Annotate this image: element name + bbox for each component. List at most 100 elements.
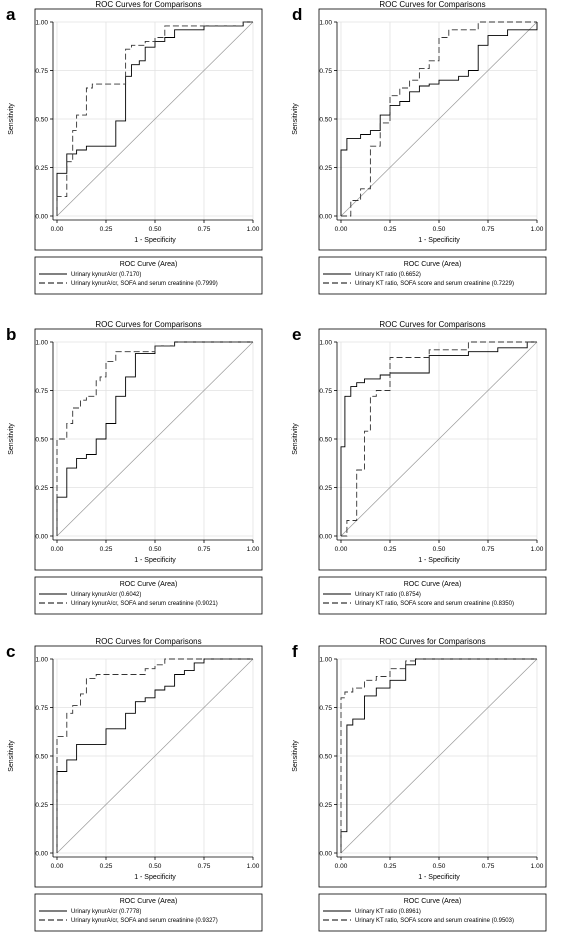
y-tick-label: 0.00	[35, 213, 48, 220]
y-axis-label: Sensitivity	[8, 103, 15, 135]
legend-box	[34, 576, 263, 615]
x-axis-label: 1 - Specificity	[134, 557, 176, 564]
y-tick-label: 0.00	[319, 213, 332, 220]
panel-label: c	[6, 642, 15, 661]
chart-title: ROC Curves for Comparisons	[95, 320, 201, 329]
legend-series-name: Urinary kynurA/cr	[71, 909, 117, 915]
roc-curve-series-1	[56, 21, 253, 216]
x-tick-label: 0.75	[482, 863, 495, 870]
x-tick-label: 1.00	[247, 226, 260, 233]
y-tick-label: 0.75	[35, 388, 48, 395]
y-tick-label: 0.50	[319, 436, 332, 443]
legend-entry: Urinary KT ratio (0.8961)	[355, 909, 421, 915]
legend-series-area: (0.6042)	[119, 592, 141, 598]
reference-line	[56, 341, 254, 537]
legend-title: ROC Curve (Area)	[120, 581, 178, 588]
reference-line	[340, 658, 538, 854]
legend-entry: Urinary KT ratio, SOFA score and serum c…	[355, 918, 514, 924]
legend-series-area: (0.7229)	[492, 281, 514, 287]
legend-box	[34, 893, 263, 932]
panel-b: b ROC Curves for Comparisons 0.00 0.25 0.50 0…	[6, 320, 263, 615]
legend-series-name: Urinary KT ratio, SOFA score and serum c…	[355, 281, 491, 287]
x-tick-label: 0.75	[482, 546, 495, 553]
roc-curve-series-2	[341, 21, 537, 217]
y-axis-label: Sensitivity	[292, 740, 299, 772]
y-tick-label: 0.00	[35, 533, 48, 540]
chart-title: ROC Curves for Comparisons	[379, 637, 485, 646]
y-axis-label: Sensitivity	[8, 423, 15, 455]
legend-series-area: (0.6652)	[399, 272, 421, 278]
legend-series-area: (0.9021)	[195, 601, 217, 607]
legend-series-area: (0.7778)	[119, 909, 141, 915]
chart-title: ROC Curves for Comparisons	[379, 0, 485, 9]
x-tick-label: 0.75	[482, 226, 495, 233]
legend-box	[318, 256, 547, 295]
legend-series-name: Urinary KT ratio	[355, 272, 398, 278]
y-tick-label: 1.00	[319, 19, 332, 26]
x-tick-label: 1.00	[531, 546, 544, 553]
x-tick-label: 0.00	[51, 226, 64, 233]
x-tick-label: 0.00	[335, 546, 348, 553]
panel-a: a ROC Curves for Comparisons 0.00 0.25 0.50 0…	[6, 0, 263, 295]
y-tick-label: 1.00	[35, 339, 48, 346]
x-axis-label: 1 - Specificity	[134, 874, 176, 881]
y-tick-label: 0.75	[35, 705, 48, 712]
x-tick-label: 0.25	[384, 546, 397, 553]
y-tick-label: 0.75	[319, 388, 332, 395]
legend-box	[34, 256, 263, 295]
legend-box	[318, 576, 547, 615]
roc-curve-series-1	[56, 658, 253, 853]
x-tick-label: 0.25	[384, 863, 397, 870]
plot-region-frame	[318, 328, 547, 571]
legend-series-area: (0.7170)	[119, 272, 141, 278]
x-tick-label: 0.25	[384, 226, 397, 233]
x-tick-label: 0.25	[100, 546, 113, 553]
panel-label: f	[292, 642, 298, 661]
y-tick-label: 0.50	[319, 753, 332, 760]
y-tick-label: 0.50	[35, 436, 48, 443]
legend-entry: Urinary kynurA/cr (0.7778)	[71, 909, 141, 915]
reference-line	[340, 341, 538, 537]
x-tick-label: 0.50	[149, 546, 162, 553]
legend-entry: Urinary kynurA/cr, SOFA and serum creati…	[71, 601, 218, 607]
x-tick-label: 1.00	[531, 863, 544, 870]
legend-title: ROC Curve (Area)	[404, 898, 462, 905]
x-axis-label: 1 - Specificity	[418, 557, 460, 564]
roc-curve-series-2	[341, 341, 537, 537]
y-tick-label: 0.25	[319, 802, 332, 809]
y-tick-label: 0.25	[35, 485, 48, 492]
plot-region-frame	[34, 645, 263, 888]
legend-entry: Urinary kynurA/cr, SOFA and serum creati…	[71, 281, 218, 287]
chart-title: ROC Curves for Comparisons	[379, 320, 485, 329]
y-tick-label: 1.00	[35, 656, 48, 663]
x-tick-label: 0.75	[198, 546, 211, 553]
legend-series-name: Urinary KT ratio, SOFA score and serum c…	[355, 918, 491, 924]
chart-title: ROC Curves for Comparisons	[95, 637, 201, 646]
y-tick-label: 0.75	[319, 705, 332, 712]
legend-series-name: Urinary KT ratio	[355, 909, 398, 915]
legend-series-area: (0.8754)	[399, 592, 421, 598]
x-axis-label: 1 - Specificity	[134, 237, 176, 244]
y-tick-label: 0.50	[35, 753, 48, 760]
x-tick-label: 0.00	[51, 546, 64, 553]
chart-title: ROC Curves for Comparisons	[95, 0, 201, 9]
legend-title: ROC Curve (Area)	[404, 581, 462, 588]
roc-curve-series-2	[56, 658, 253, 853]
y-tick-label: 0.00	[319, 533, 332, 540]
legend-box	[318, 893, 547, 932]
panel-label: b	[6, 325, 16, 344]
plot-region-frame	[318, 8, 547, 251]
y-tick-label: 0.00	[319, 850, 332, 857]
x-tick-label: 0.25	[100, 863, 113, 870]
roc-curve-series-1	[340, 658, 537, 853]
plot-region-frame	[34, 328, 263, 571]
legend-series-area: (0.9327)	[195, 918, 217, 924]
legend-series-name: Urinary kynurA/cr, SOFA and serum creati…	[71, 281, 194, 287]
y-tick-label: 1.00	[319, 339, 332, 346]
y-tick-label: 1.00	[319, 656, 332, 663]
x-tick-label: 0.75	[198, 863, 211, 870]
x-tick-label: 1.00	[247, 863, 260, 870]
panel-c: c ROC Curves for Comparisons 0.00 0.25 0.50 0…	[6, 637, 263, 932]
legend-series-area: (0.7999)	[195, 281, 217, 287]
